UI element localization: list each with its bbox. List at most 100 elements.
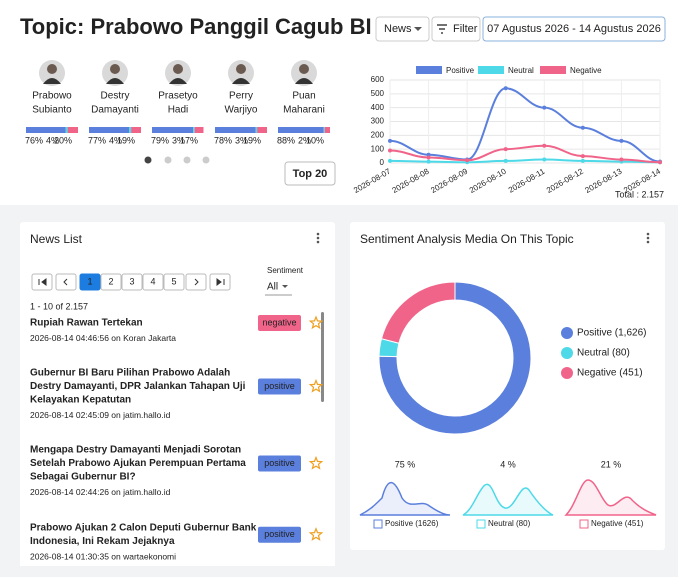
page-number[interactable]: 4 [150, 276, 155, 286]
sentiment-bar [129, 127, 132, 133]
carousel-dot[interactable] [164, 156, 172, 164]
filter-label[interactable]: Filter [453, 23, 478, 35]
sparkline-legend: Neutral (80) [488, 519, 531, 528]
date-range[interactable] [482, 16, 666, 42]
news-title[interactable]: Sebagai Gubernur BI? [30, 472, 136, 483]
bookmark-star[interactable] [308, 527, 324, 541]
scrollbar[interactable] [321, 312, 324, 402]
bookmark-star[interactable] [308, 455, 324, 470]
avatar-head [299, 64, 309, 74]
candidate-name: Puan [292, 91, 315, 102]
sparkline-area [564, 479, 657, 516]
data-point [580, 158, 585, 163]
news-title[interactable]: Rupiah Rawan Tertekan [30, 318, 143, 329]
top-button[interactable] [284, 161, 336, 186]
page-button[interactable] [79, 273, 101, 291]
legend-label[interactable]: Positive [446, 66, 475, 75]
news-dropdown-label[interactable]: News [384, 23, 412, 35]
data-point [388, 138, 392, 143]
y-tick-label: 500 [371, 89, 385, 98]
candidate-name: Maharani [283, 105, 325, 116]
legend-swatch[interactable] [561, 367, 573, 379]
legend-swatch[interactable] [561, 347, 573, 359]
news-title[interactable]: Mengapa Destry Damayanti Menjadi Sorotan [30, 445, 241, 456]
date-range-label[interactable]: 07 Agustus 2026 - 14 Agustus 2026 [487, 23, 661, 35]
y-tick-label: 100 [371, 144, 385, 153]
sparkline-area [462, 483, 554, 516]
news-dropdown[interactable] [375, 16, 430, 42]
legend-label[interactable]: Negative [570, 66, 602, 75]
news-title[interactable]: Prabowo Ajukan 2 Calon Deputi Gubernur B… [30, 523, 257, 534]
legend-label[interactable]: Negative (451) [577, 368, 643, 379]
data-point [619, 157, 624, 162]
dropdown-arrow [414, 27, 422, 31]
news-title[interactable]: Gubernur BI Baru Pilihan Prabowo Adalah [30, 368, 230, 379]
news-title[interactable]: Kelayakan Kepatutan [30, 395, 131, 406]
legend-swatch[interactable] [540, 66, 566, 74]
sentiment-bar [193, 127, 195, 133]
sentiment-badge-label: positive [264, 381, 295, 391]
avatar-head [110, 64, 120, 74]
sentiment-percent: 19% [243, 135, 261, 145]
avatar-head [173, 64, 183, 74]
data-point [658, 160, 662, 165]
avatar-head [236, 64, 246, 74]
sentiment-filter-value[interactable]: All [267, 282, 278, 293]
news-title[interactable]: Setelah Prabowo Ajukan Perempuan Pertama [30, 458, 246, 469]
sparkline-percent: 75 % [395, 459, 416, 469]
x-tick-label: 2026-08-11 [507, 166, 547, 194]
donut-slice [380, 281, 456, 344]
sentiment-badge-label: negative [262, 317, 296, 327]
page-number[interactable]: 5 [171, 276, 176, 286]
sentiment-badge-label: positive [264, 529, 295, 539]
top-button-label[interactable]: Top 20 [293, 168, 328, 180]
candidate-name: Perry [229, 91, 253, 102]
carousel-dot[interactable] [202, 156, 210, 164]
y-tick-label: 200 [371, 130, 385, 139]
legend-swatch[interactable] [561, 327, 573, 339]
carousel-dot[interactable] [144, 156, 152, 164]
data-point [426, 152, 431, 157]
page-number[interactable]: 1 [87, 276, 92, 286]
page-button[interactable] [121, 273, 143, 291]
page-button[interactable] [185, 273, 207, 291]
news-title[interactable]: Destry Damayanti, DPR Jalankan Tahapan U… [30, 381, 246, 392]
data-point [619, 138, 624, 143]
sentiment-badge [258, 526, 301, 543]
legend-swatch[interactable] [478, 66, 504, 74]
data-point [426, 159, 431, 164]
news-title[interactable]: Indonesia, Ini Rekam Jejaknya [30, 536, 175, 547]
legend-label[interactable]: Positive (1,626) [577, 328, 646, 339]
filter-button[interactable] [431, 16, 481, 42]
legend-label[interactable]: Neutral [508, 66, 534, 75]
legend-swatch[interactable] [416, 66, 442, 74]
candidate-name: Warjiyo [225, 105, 258, 116]
page-number[interactable]: 2 [108, 276, 113, 286]
sentiment-badge [258, 455, 301, 472]
menu-icons[interactable] [316, 232, 650, 244]
news-list-title: News List [30, 232, 83, 246]
news-meta: 2026-08-14 04:46:56 on Koran Jakarta [30, 333, 176, 343]
bookmark-star[interactable] [308, 315, 324, 330]
page-button[interactable] [55, 273, 77, 291]
page-button[interactable] [100, 273, 122, 291]
page-button[interactable] [142, 273, 164, 291]
sentiment-bar [65, 127, 68, 133]
avatar-body [169, 78, 187, 84]
avatar-body [232, 78, 250, 84]
sentiment-percent: 10% [306, 135, 324, 145]
bottom-mask [20, 566, 335, 577]
candidate-name: Prasetyo [158, 91, 198, 102]
bookmark-star[interactable] [308, 378, 324, 393]
page-number[interactable]: 3 [129, 276, 134, 286]
sentiment-badge [258, 378, 301, 395]
sparkline-percent: 21 % [601, 459, 622, 469]
page-button[interactable] [163, 273, 185, 291]
sentiment-percent: 20% [54, 135, 72, 145]
data-point [542, 157, 547, 162]
carousel-dot[interactable] [183, 156, 191, 164]
legend-label[interactable]: Neutral (80) [577, 348, 630, 359]
x-tick-label: 2026-08-12 [545, 166, 585, 195]
sentiment-bar [278, 127, 324, 133]
